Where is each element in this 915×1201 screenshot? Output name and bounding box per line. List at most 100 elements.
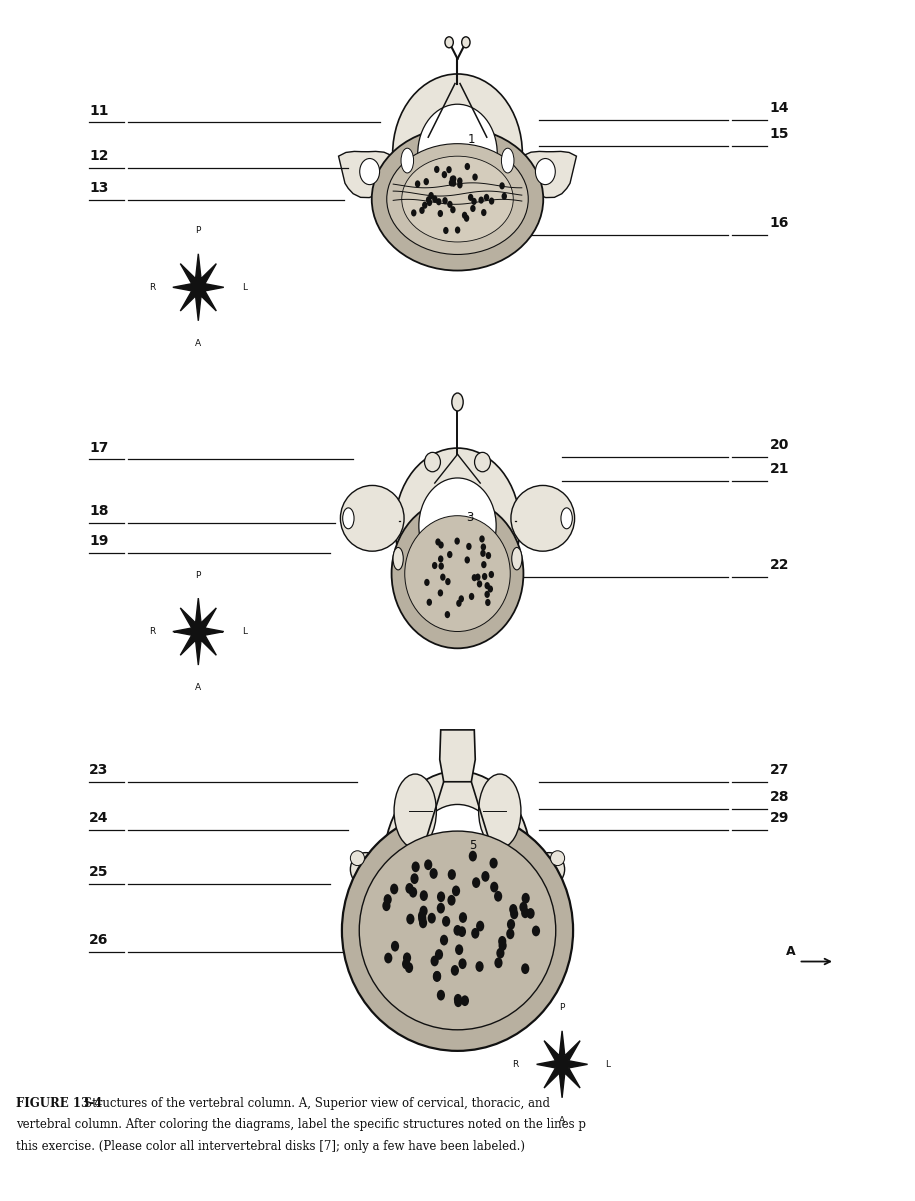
Circle shape — [432, 562, 437, 569]
Ellipse shape — [511, 548, 522, 569]
Polygon shape — [536, 1030, 587, 1098]
Circle shape — [436, 198, 442, 205]
Ellipse shape — [350, 853, 382, 886]
Text: 24: 24 — [89, 811, 109, 825]
Circle shape — [455, 227, 460, 234]
Text: P: P — [196, 570, 201, 580]
Circle shape — [526, 908, 534, 919]
Circle shape — [383, 894, 392, 904]
Text: R: R — [512, 1059, 519, 1069]
Text: 19: 19 — [89, 534, 109, 548]
Circle shape — [489, 197, 494, 204]
Circle shape — [522, 892, 530, 903]
Circle shape — [442, 171, 447, 178]
Circle shape — [411, 873, 418, 884]
Circle shape — [458, 596, 464, 603]
Circle shape — [450, 207, 456, 214]
Circle shape — [468, 593, 474, 600]
Circle shape — [476, 961, 484, 972]
Circle shape — [461, 996, 469, 1006]
Ellipse shape — [551, 850, 565, 866]
Circle shape — [490, 882, 499, 892]
Circle shape — [431, 956, 438, 967]
Circle shape — [486, 552, 491, 560]
Ellipse shape — [387, 144, 528, 255]
Circle shape — [437, 590, 443, 597]
Circle shape — [447, 201, 453, 208]
Text: 29: 29 — [770, 811, 789, 825]
Ellipse shape — [479, 775, 521, 848]
Circle shape — [418, 913, 426, 924]
Circle shape — [454, 994, 462, 1005]
Circle shape — [440, 574, 446, 581]
Circle shape — [455, 538, 460, 545]
Ellipse shape — [371, 127, 544, 270]
Text: 16: 16 — [770, 216, 789, 229]
Circle shape — [422, 202, 427, 209]
Text: 17: 17 — [89, 441, 109, 455]
Circle shape — [458, 181, 463, 189]
Ellipse shape — [393, 74, 522, 233]
Circle shape — [484, 193, 490, 201]
Circle shape — [454, 925, 462, 936]
Circle shape — [480, 543, 486, 550]
Circle shape — [447, 551, 453, 558]
Circle shape — [510, 908, 518, 919]
Circle shape — [452, 885, 460, 896]
Circle shape — [501, 192, 507, 199]
Circle shape — [419, 918, 427, 928]
Circle shape — [480, 550, 486, 557]
Circle shape — [479, 197, 484, 204]
Circle shape — [462, 37, 470, 48]
Circle shape — [382, 901, 391, 912]
Text: 21: 21 — [770, 462, 789, 476]
Ellipse shape — [384, 771, 531, 949]
Circle shape — [488, 585, 493, 592]
Circle shape — [457, 599, 462, 607]
Ellipse shape — [392, 498, 523, 649]
Circle shape — [424, 178, 429, 185]
Circle shape — [481, 209, 487, 216]
Ellipse shape — [350, 850, 364, 866]
Circle shape — [459, 913, 467, 922]
Circle shape — [390, 884, 398, 895]
Circle shape — [484, 591, 490, 598]
Circle shape — [448, 179, 454, 186]
Circle shape — [437, 210, 443, 217]
Circle shape — [432, 196, 437, 203]
Text: 25: 25 — [89, 865, 109, 879]
Text: 22: 22 — [770, 557, 789, 572]
Circle shape — [481, 871, 490, 882]
Circle shape — [468, 850, 477, 861]
Circle shape — [449, 175, 455, 183]
Circle shape — [412, 861, 420, 872]
Text: A: A — [559, 1116, 565, 1125]
Circle shape — [442, 916, 450, 927]
Circle shape — [451, 966, 459, 975]
Circle shape — [451, 180, 457, 187]
Text: R: R — [148, 627, 155, 637]
Circle shape — [427, 913, 436, 924]
Circle shape — [451, 175, 457, 183]
Circle shape — [445, 611, 450, 619]
Text: vertebral column. After coloring the diagrams, label the specific structures not: vertebral column. After coloring the dia… — [16, 1118, 587, 1131]
Circle shape — [411, 209, 416, 216]
Text: 13: 13 — [89, 181, 109, 196]
Circle shape — [509, 904, 517, 915]
Circle shape — [433, 970, 441, 981]
Text: 26: 26 — [89, 933, 109, 948]
Circle shape — [447, 870, 456, 880]
Circle shape — [520, 902, 528, 913]
Circle shape — [472, 173, 478, 180]
Text: L: L — [606, 1059, 610, 1069]
Circle shape — [443, 227, 448, 234]
Circle shape — [436, 903, 445, 914]
Circle shape — [419, 906, 427, 916]
Circle shape — [434, 166, 439, 173]
Circle shape — [414, 180, 420, 187]
Circle shape — [446, 578, 450, 585]
Ellipse shape — [501, 148, 514, 173]
Ellipse shape — [401, 148, 414, 173]
Circle shape — [418, 910, 426, 921]
Circle shape — [442, 197, 447, 204]
